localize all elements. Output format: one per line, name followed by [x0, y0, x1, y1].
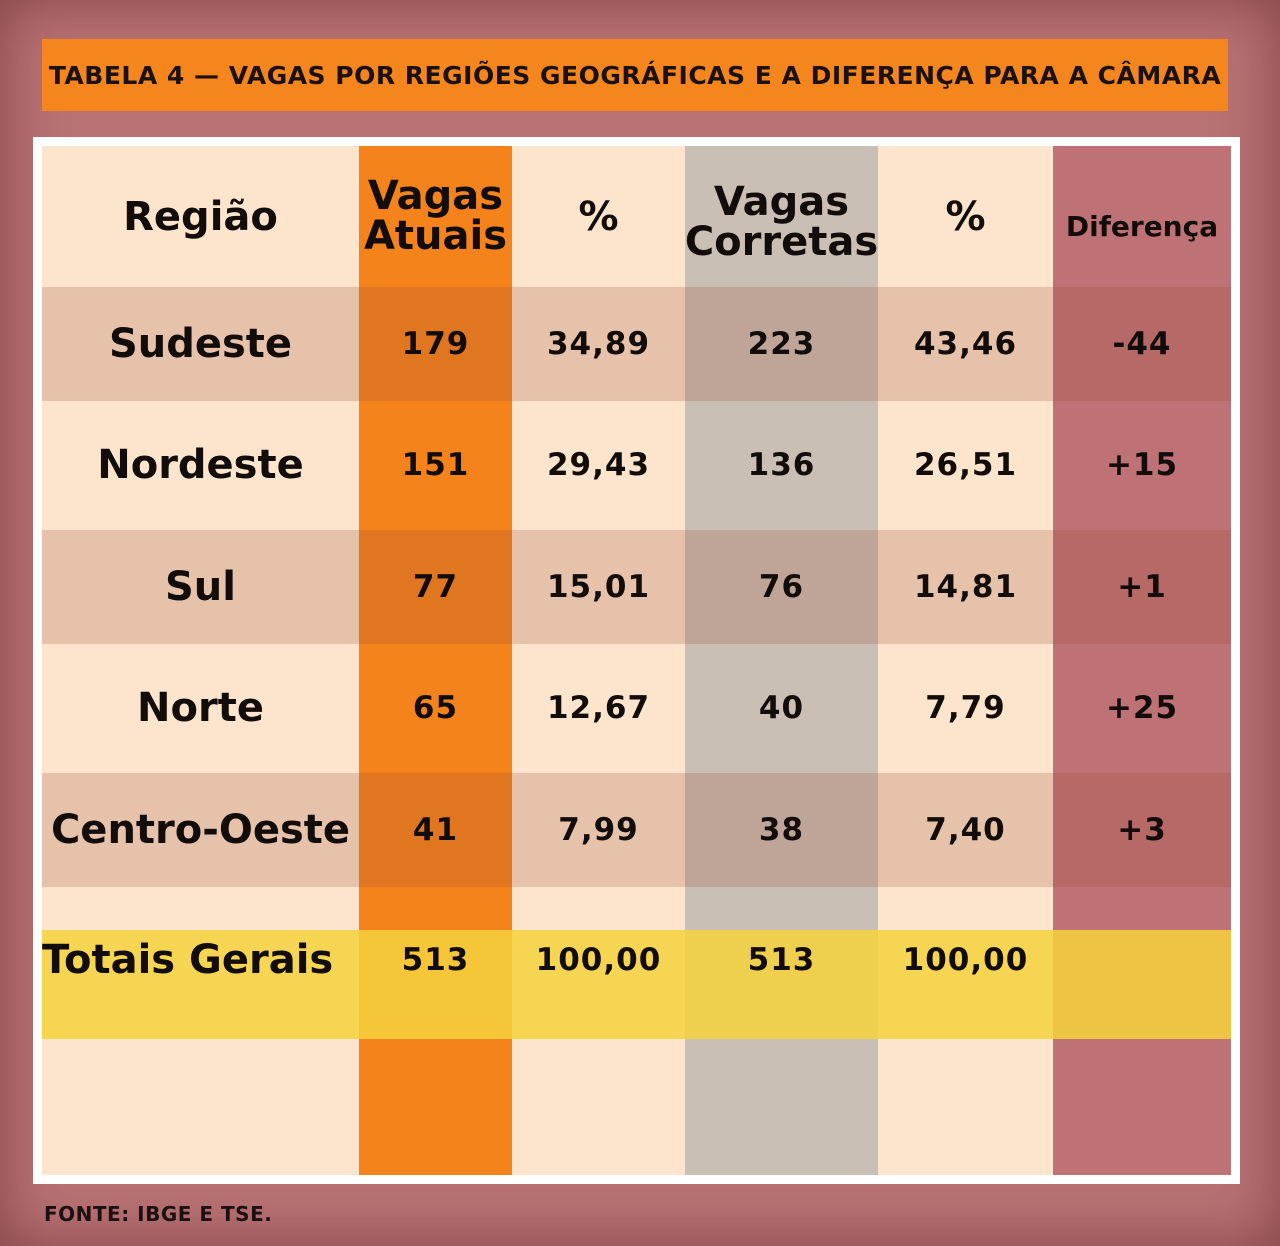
cell-vagas-atuais-row5: 41: [412, 812, 459, 848]
row-band-totals: [42, 930, 1231, 1039]
cell-pct-atuais-row1: 34,89: [546, 326, 651, 362]
header-diferenca: Diferença: [1053, 146, 1231, 306]
cell-regiao-row3: Sul: [165, 564, 236, 610]
cell-totals-pct-atuais: 100,00: [535, 942, 662, 978]
cell-diferenca-row3: +1: [1117, 569, 1167, 605]
data-table: Região Vagas Atuais % Vagas Corretas % D…: [42, 146, 1231, 1175]
cell-pct-atuais-row2: 29,43: [546, 447, 651, 483]
cell-pct-corretas-row2: 26,51: [913, 447, 1018, 483]
cell-vagas-corretas-row2: 136: [747, 447, 816, 483]
row-band-centro-oeste: [42, 773, 1231, 887]
cell-regiao-row5: Centro-Oeste: [50, 807, 351, 853]
cell-totals-diferenca: [1053, 930, 1231, 990]
header-vagas-corretas: Vagas Corretas: [685, 172, 878, 272]
cell-pct-corretas-row3: 14,81: [913, 569, 1018, 605]
cell-totals-pct-corretas: 100,00: [902, 942, 1029, 978]
header-regiao-label: Região: [123, 193, 278, 240]
header-vagas-atuais: Vagas Atuais: [359, 166, 512, 266]
cell-vagas-atuais-row2: 151: [401, 447, 470, 483]
cell-vagas-atuais-row1: 179: [401, 326, 470, 362]
source-note: FONTE: IBGE E TSE.: [44, 1202, 273, 1226]
cell-totals-vagas-corretas: 513: [747, 942, 816, 978]
header-vagas-corretas-line1: Vagas: [713, 179, 850, 225]
cell-vagas-corretas-row3: 76: [758, 569, 805, 605]
cell-pct-corretas-row5: 7,40: [925, 812, 1006, 848]
row-band-sudeste: [42, 287, 1231, 401]
header-pct-corretas-label: %: [945, 193, 986, 240]
cell-diferenca-row2: +15: [1105, 447, 1179, 483]
cell-pct-atuais-row5: 7,99: [558, 812, 639, 848]
header-regiao: Região: [42, 146, 359, 287]
cell-diferenca-row5: +3: [1117, 812, 1167, 848]
cell-vagas-corretas-row1: 223: [747, 326, 816, 362]
cell-diferenca-row4: +25: [1105, 690, 1179, 726]
cell-regiao-row1: Sudeste: [108, 321, 293, 367]
cell-pct-corretas-row1: 43,46: [913, 326, 1018, 362]
table-title: TABELA 4 — VAGAS POR REGIÕES GEOGRÁFICAS…: [48, 60, 1222, 90]
cell-regiao-row2: Nordeste: [97, 442, 304, 488]
cell-vagas-corretas-row4: 40: [758, 690, 805, 726]
header-pct-atuais-label: %: [578, 193, 619, 240]
header-vagas-atuais-line1: Vagas: [367, 173, 504, 219]
cell-totals-regiao: Totais Gerais: [42, 937, 334, 983]
header-vagas-corretas-line2: Corretas: [684, 219, 879, 265]
header-vagas-atuais-line2: Atuais: [363, 213, 508, 259]
row-band-sul: [42, 530, 1231, 644]
cell-totals-vagas-atuais: 513: [401, 942, 470, 978]
header-diferenca-label: Diferença: [1065, 209, 1219, 243]
table-frame: Região Vagas Atuais % Vagas Corretas % D…: [33, 137, 1240, 1184]
cell-vagas-corretas-row5: 38: [758, 812, 805, 848]
cell-pct-corretas-row4: 7,79: [925, 690, 1006, 726]
title-bar: TABELA 4 — VAGAS POR REGIÕES GEOGRÁFICAS…: [42, 39, 1228, 111]
cell-pct-atuais-row4: 12,67: [546, 690, 651, 726]
cell-vagas-atuais-row4: 65: [412, 690, 459, 726]
cell-vagas-atuais-row3: 77: [412, 569, 459, 605]
header-pct-atuais: %: [512, 146, 685, 287]
header-pct-corretas: %: [878, 146, 1053, 287]
cell-diferenca-row1: -44: [1112, 326, 1172, 362]
cell-regiao-row4: Norte: [137, 685, 264, 731]
cell-pct-atuais-row3: 15,01: [546, 569, 651, 605]
